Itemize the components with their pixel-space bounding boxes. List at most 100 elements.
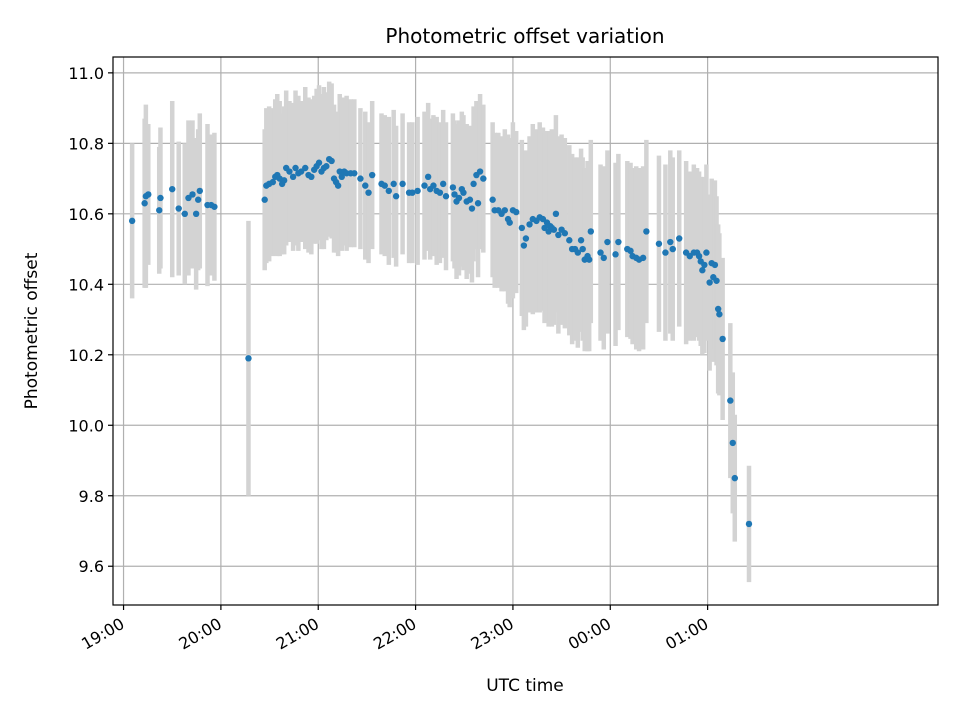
data-point [526,221,533,228]
y-axis-ticks: 9.6 9.8 10.0 10.2 10.4 10.6 10.8 11.0 [68,64,113,576]
y-tick-label: 11.0 [68,64,104,83]
data-point [466,196,474,203]
data-point [706,279,713,286]
data-point [334,182,342,189]
data-point [585,256,593,263]
data-point [711,261,719,269]
data-point [612,251,619,258]
data-point [424,173,432,181]
data-point [357,175,364,182]
data-point [365,189,372,196]
data-point [286,168,293,175]
data-point [323,163,330,170]
data-point [336,168,343,175]
data-point [302,164,309,172]
data-point [597,249,604,256]
data-point [308,173,315,181]
data-point [699,267,706,274]
data-point [615,238,622,246]
data-point [550,226,558,233]
data-point [719,335,726,343]
data-point [141,200,148,207]
data-point [390,180,397,188]
data-point [476,168,484,175]
data-point [716,311,723,318]
plot-frame [112,56,939,606]
data-point [169,185,176,193]
y-tick-label: 9.8 [79,487,104,506]
data-point [729,439,736,447]
data-point [501,207,509,214]
data-points [128,155,753,528]
data-point [600,254,607,262]
data-point [522,235,530,242]
data-point [315,159,323,166]
data-point [261,196,268,203]
data-point [368,171,376,179]
y-tick-label: 10.8 [68,134,104,153]
data-point [506,219,513,226]
data-point [245,355,252,362]
data-point [192,210,200,218]
data-point [468,205,476,212]
data-point [480,175,487,182]
data-point [128,217,136,225]
data-point [667,238,674,246]
data-point [713,277,720,284]
data-point [439,180,447,188]
data-point [669,245,676,253]
y-tick-label: 10.6 [68,205,104,224]
data-point [442,193,450,200]
data-point [449,184,457,191]
data-point [338,173,345,181]
y-tick-label: 9.6 [79,557,104,576]
data-point [280,177,288,184]
x-axis-label: UTC time [486,676,564,696]
data-point [328,157,335,165]
data-point [385,187,393,195]
chart-title: Photometric offset variation [385,24,664,48]
data-point [269,178,277,186]
y-tick-label: 10.4 [68,275,104,294]
data-point [436,189,444,196]
data-point [627,247,634,255]
data-point [701,261,708,269]
data-point [639,254,647,262]
data-point [474,200,482,207]
data-point [561,230,569,237]
data-point [520,242,528,249]
data-point [676,235,683,242]
data-point [518,224,526,232]
data-point [695,252,703,260]
data-point [381,182,388,189]
data-point [211,203,218,210]
data-point [451,191,458,198]
data-point [731,474,738,482]
data-point [643,228,650,235]
data-point [430,182,437,189]
data-point [362,182,369,189]
data-point [579,245,586,253]
y-axis-label: Photometric offset [22,252,42,409]
data-point [604,238,611,246]
data-point [489,196,496,203]
y-tick-label: 10.0 [68,416,104,435]
data-point [289,173,297,181]
data-point [351,170,358,177]
data-point [421,182,428,189]
data-point [157,194,164,202]
data-point [714,305,722,313]
data-point [455,194,463,202]
data-point [703,249,710,256]
data-point [194,196,202,203]
y-tick-label: 10.2 [68,346,104,365]
data-point [292,164,299,172]
data-point [552,210,560,218]
data-point [655,240,663,247]
data-point [727,397,734,404]
data-point [460,189,467,196]
data-point [574,249,582,256]
data-point [577,237,585,244]
data-point [145,191,152,198]
